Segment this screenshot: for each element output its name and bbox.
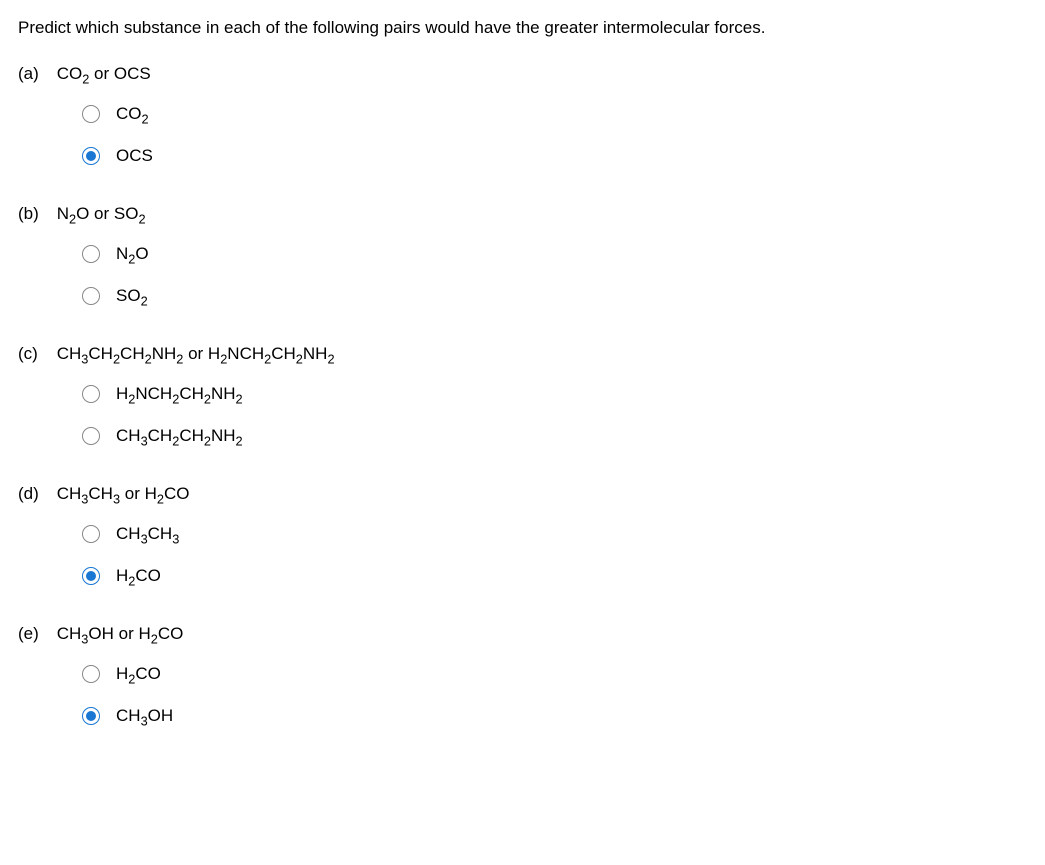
question-b-text: N2O or SO2: [57, 204, 146, 223]
radio-b-1[interactable]: [82, 287, 100, 305]
question-a: (a) CO2 or OCS CO2 OCS: [18, 64, 1027, 168]
question-a-text: CO2 or OCS: [57, 64, 151, 83]
option-e-1-text: CH3OH: [116, 706, 173, 726]
radio-d-0[interactable]: [82, 525, 100, 543]
question-d-label: (d): [18, 484, 52, 504]
option-d-1-text: H2CO: [116, 566, 161, 586]
question-b: (b) N2O or SO2 N2O SO2: [18, 204, 1027, 308]
radio-a-1[interactable]: [82, 147, 100, 165]
question-b-header: (b) N2O or SO2: [18, 204, 1027, 224]
radio-e-0[interactable]: [82, 665, 100, 683]
question-a-label: (a): [18, 64, 52, 84]
option-e-1[interactable]: CH3OH: [82, 704, 1027, 728]
option-a-1-text: OCS: [116, 146, 153, 166]
radio-c-0[interactable]: [82, 385, 100, 403]
radio-a-0[interactable]: [82, 105, 100, 123]
question-d-header: (d) CH3CH3 or H2CO: [18, 484, 1027, 504]
option-c-0[interactable]: H2NCH2CH2NH2: [82, 382, 1027, 406]
question-d: (d) CH3CH3 or H2CO CH3CH3 H2CO: [18, 484, 1027, 588]
radio-c-1[interactable]: [82, 427, 100, 445]
option-b-1[interactable]: SO2: [82, 284, 1027, 308]
question-b-label: (b): [18, 204, 52, 224]
radio-e-1[interactable]: [82, 707, 100, 725]
option-d-0-text: CH3CH3: [116, 524, 179, 544]
question-c-label: (c): [18, 344, 52, 364]
option-a-0-text: CO2: [116, 104, 149, 124]
option-e-0-text: H2CO: [116, 664, 161, 684]
question-a-header: (a) CO2 or OCS: [18, 64, 1027, 84]
radio-d-1[interactable]: [82, 567, 100, 585]
option-a-1[interactable]: OCS: [82, 144, 1027, 168]
option-b-1-text: SO2: [116, 286, 148, 306]
option-b-0-text: N2O: [116, 244, 149, 264]
question-e-header: (e) CH3OH or H2CO: [18, 624, 1027, 644]
option-b-0[interactable]: N2O: [82, 242, 1027, 266]
question-e-text: CH3OH or H2CO: [57, 624, 184, 643]
question-c-text: CH3CH2CH2NH2 or H2NCH2CH2NH2: [57, 344, 335, 363]
option-e-0[interactable]: H2CO: [82, 662, 1027, 686]
option-a-0[interactable]: CO2: [82, 102, 1027, 126]
question-c-header: (c) CH3CH2CH2NH2 or H2NCH2CH2NH2: [18, 344, 1027, 364]
question-d-text: CH3CH3 or H2CO: [57, 484, 190, 503]
prompt-text: Predict which substance in each of the f…: [18, 16, 1027, 40]
option-d-1[interactable]: H2CO: [82, 564, 1027, 588]
option-d-0[interactable]: CH3CH3: [82, 522, 1027, 546]
question-e: (e) CH3OH or H2CO H2CO CH3OH: [18, 624, 1027, 728]
option-c-1-text: CH3CH2CH2NH2: [116, 426, 243, 446]
radio-b-0[interactable]: [82, 245, 100, 263]
question-e-label: (e): [18, 624, 52, 644]
option-c-0-text: H2NCH2CH2NH2: [116, 384, 243, 404]
question-c: (c) CH3CH2CH2NH2 or H2NCH2CH2NH2 H2NCH2C…: [18, 344, 1027, 448]
option-c-1[interactable]: CH3CH2CH2NH2: [82, 424, 1027, 448]
